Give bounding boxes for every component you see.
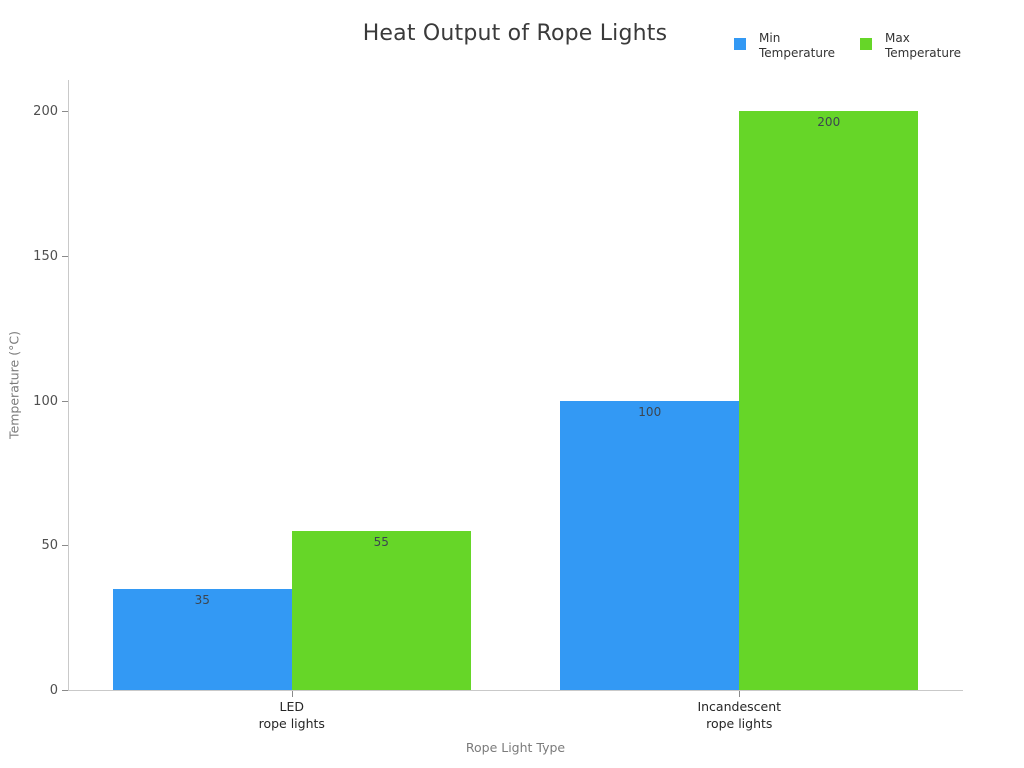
y-axis-title-text: Temperature (°C) [6,331,22,439]
legend: Min Temperature Max Temperature [734,31,969,61]
x-tick-label: LED rope lights [258,699,325,731]
y-tick-mark [62,545,68,547]
x-axis-line [68,690,963,691]
bar-max-temperature-led: 55 [291,530,471,690]
y-tick-mark [62,111,68,112]
bar-value-label: 200 [817,115,841,129]
x-tick-mark [291,691,293,697]
bar-max-temperature-incandescent: 200 [739,111,919,690]
y-tick-label: 200 [33,104,58,119]
legend-item-min-temperature: Min Temperature [734,31,843,61]
y-tick-mark [62,255,68,257]
y-axis-line [68,80,69,690]
bar-min-temperature-incandescent: 100 [560,400,740,690]
legend-item-max-temperature: Max Temperature [860,31,969,61]
legend-label: Min Temperature [759,31,836,60]
y-tick-mark [62,400,68,402]
y-tick-label: 0 [49,683,58,698]
chart-title: Heat Output of Rope Lights [362,21,668,46]
y-tick-label: 50 [41,538,58,554]
legend-swatch-min-temperature [734,38,746,50]
y-tick-mark [62,690,68,691]
x-tick-label: Incandescent rope lights [697,699,782,731]
bar-value-label: 35 [194,592,210,607]
bar-min-temperature-led: 35 [112,588,292,690]
bar-value-label: 100 [638,404,662,419]
y-tick-label: 150 [33,248,58,264]
bar-value-label: 55 [373,534,389,549]
y-tick-label: 100 [33,393,58,409]
x-tick-mark [739,691,741,697]
x-axis-title: Rope Light Type [465,740,566,755]
legend-swatch-max-temperature [860,38,872,50]
legend-label: Max Temperature [885,31,962,60]
